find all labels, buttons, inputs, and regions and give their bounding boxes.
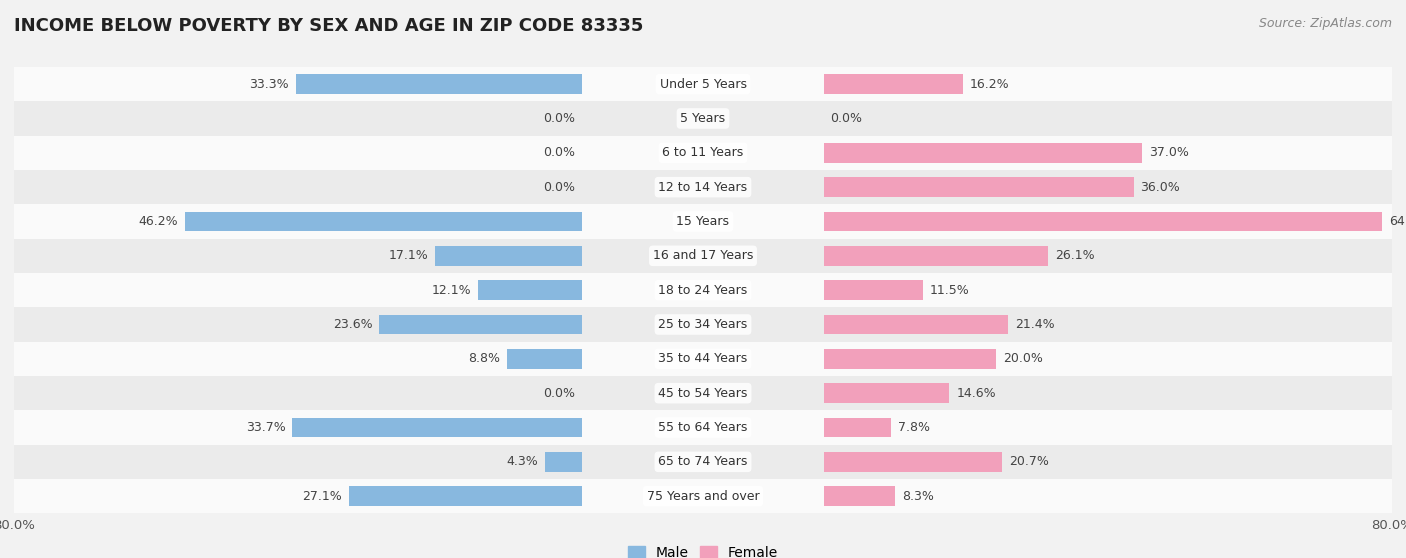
Bar [824, 452, 1002, 472]
Text: 45 to 54 Years: 45 to 54 Years [658, 387, 748, 400]
Text: 75 Years and over: 75 Years and over [647, 490, 759, 503]
Text: 23.6%: 23.6% [333, 318, 373, 331]
Text: 20.7%: 20.7% [1008, 455, 1049, 468]
Text: 33.3%: 33.3% [249, 78, 288, 90]
Legend: Male, Female: Male, Female [628, 546, 778, 558]
Text: 7.8%: 7.8% [897, 421, 929, 434]
Text: 0.0%: 0.0% [544, 112, 575, 125]
Bar [436, 246, 582, 266]
Text: 35 to 44 Years: 35 to 44 Years [658, 352, 748, 365]
Text: 0.0%: 0.0% [544, 387, 575, 400]
Bar [824, 349, 995, 369]
Text: 55 to 64 Years: 55 to 64 Years [658, 421, 748, 434]
Bar [824, 315, 1008, 334]
Bar [824, 211, 1382, 232]
Bar [292, 417, 582, 437]
Bar [380, 315, 582, 334]
Bar [824, 143, 1142, 163]
Text: 21.4%: 21.4% [1015, 318, 1054, 331]
Bar [14, 136, 1392, 170]
Text: 65 to 74 Years: 65 to 74 Years [658, 455, 748, 468]
Text: 46.2%: 46.2% [138, 215, 177, 228]
Text: Under 5 Years: Under 5 Years [659, 78, 747, 90]
Bar [14, 102, 1392, 136]
Text: 36.0%: 36.0% [1140, 181, 1180, 194]
Text: 27.1%: 27.1% [302, 490, 342, 503]
Bar [14, 376, 1392, 410]
Text: 8.8%: 8.8% [468, 352, 499, 365]
Bar [14, 273, 1392, 307]
Text: 8.3%: 8.3% [901, 490, 934, 503]
Bar [824, 177, 1133, 197]
Bar [14, 204, 1392, 239]
Text: 33.7%: 33.7% [246, 421, 285, 434]
Bar [824, 74, 963, 94]
Bar [824, 383, 949, 403]
Text: 5 Years: 5 Years [681, 112, 725, 125]
Bar [824, 246, 1049, 266]
Text: 4.3%: 4.3% [506, 455, 538, 468]
Bar [14, 341, 1392, 376]
Bar [824, 486, 896, 506]
Text: 0.0%: 0.0% [831, 112, 862, 125]
Text: 20.0%: 20.0% [1002, 352, 1043, 365]
Text: Source: ZipAtlas.com: Source: ZipAtlas.com [1258, 17, 1392, 30]
Text: 16 and 17 Years: 16 and 17 Years [652, 249, 754, 262]
Bar [824, 417, 891, 437]
Bar [824, 280, 922, 300]
Bar [14, 170, 1392, 204]
Text: 25 to 34 Years: 25 to 34 Years [658, 318, 748, 331]
Bar [14, 67, 1392, 102]
Bar [184, 211, 582, 232]
Text: 15 Years: 15 Years [676, 215, 730, 228]
Bar [506, 349, 582, 369]
Text: 17.1%: 17.1% [388, 249, 429, 262]
Bar [295, 74, 582, 94]
Text: 26.1%: 26.1% [1056, 249, 1095, 262]
Text: INCOME BELOW POVERTY BY SEX AND AGE IN ZIP CODE 83335: INCOME BELOW POVERTY BY SEX AND AGE IN Z… [14, 17, 644, 35]
Text: 0.0%: 0.0% [544, 146, 575, 159]
Bar [546, 452, 582, 472]
Bar [349, 486, 582, 506]
Text: 12.1%: 12.1% [432, 283, 471, 297]
Text: 12 to 14 Years: 12 to 14 Years [658, 181, 748, 194]
Text: 16.2%: 16.2% [970, 78, 1010, 90]
Bar [478, 280, 582, 300]
Text: 0.0%: 0.0% [544, 181, 575, 194]
Bar [14, 410, 1392, 445]
Bar [14, 445, 1392, 479]
Text: 6 to 11 Years: 6 to 11 Years [662, 146, 744, 159]
Bar [14, 479, 1392, 513]
Text: 64.9%: 64.9% [1389, 215, 1406, 228]
Bar [14, 307, 1392, 341]
Bar [14, 239, 1392, 273]
Text: 37.0%: 37.0% [1149, 146, 1189, 159]
Text: 18 to 24 Years: 18 to 24 Years [658, 283, 748, 297]
Text: 11.5%: 11.5% [929, 283, 969, 297]
Text: 14.6%: 14.6% [956, 387, 995, 400]
